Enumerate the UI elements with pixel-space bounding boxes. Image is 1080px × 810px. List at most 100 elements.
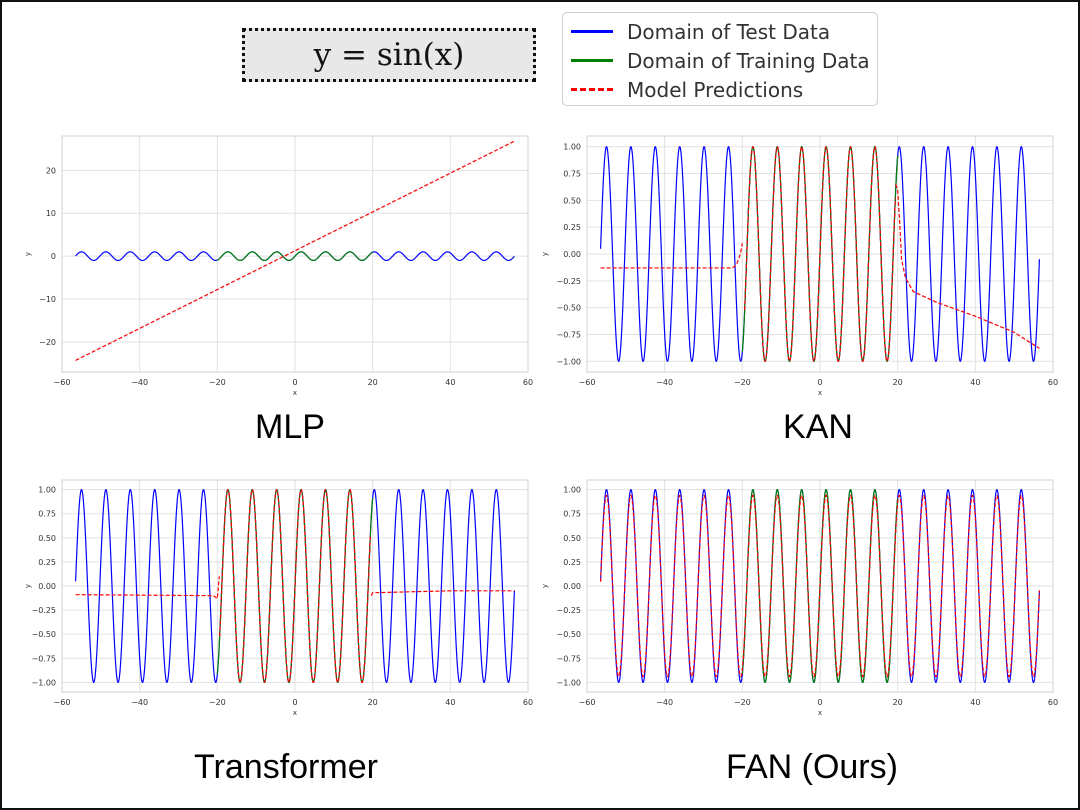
kan-ytick-label: −0.75 [556, 330, 581, 339]
transformer-ytick-label: 0.75 [38, 510, 56, 519]
transformer-xtick-label: 20 [368, 698, 378, 707]
mlp-xtick-label: −60 [54, 378, 71, 387]
mlp-ytick-label: 10 [46, 209, 56, 218]
fan-chart: −60 −40 −20 0 20 40 60 −1.00 −0.75 −0.50 −0.25 0.00… [541, 479, 1058, 717]
transformer-ytick-label: −0.25 [31, 606, 56, 615]
kan-xtick-label: −40 [656, 378, 673, 387]
transformer-chart: −60 −40 −20 0 20 40 60 −1.00 −0.75 −0.50 −0.25 0.00… [24, 479, 533, 717]
transformer-series-model-predictions [370, 590, 515, 596]
fan-xtick-label: 40 [970, 698, 980, 707]
transformer-ytick-label: −1.00 [31, 678, 56, 687]
transformer-title: Transformer [194, 748, 378, 786]
transformer-ytick-label: 0.25 [38, 558, 56, 567]
kan-series-model-predictions [895, 184, 1040, 349]
transformer-xtick-label: −20 [209, 698, 226, 707]
fan-ytick-label: 0.00 [563, 582, 581, 591]
mlp-title: MLP [255, 408, 325, 446]
fan-ylabel: y [541, 584, 549, 588]
mlp-ylabel: y [24, 252, 32, 256]
transformer-series-model-predictions [75, 576, 220, 600]
fan-ytick-label: −1.00 [556, 678, 581, 687]
legend-item-train: Domain of Training Data [563, 46, 877, 75]
kan-xtick-label: −20 [734, 378, 751, 387]
formula-box: y = sin(x) [242, 28, 536, 82]
legend-label-train: Domain of Training Data [627, 48, 870, 73]
mlp-xtick-label: −40 [131, 378, 148, 387]
kan-ytick-label: −0.50 [556, 304, 581, 313]
transformer-xtick-label: −60 [54, 698, 71, 707]
kan-plot-frame [586, 135, 1054, 373]
kan-xtick-label: −60 [579, 378, 596, 387]
fan-xtick-label: 0 [817, 698, 822, 707]
fan-series-model-predictions [599, 494, 1041, 678]
mlp-xtick-label: 40 [445, 378, 455, 387]
fan-ytick-label: 0.50 [563, 534, 581, 543]
mlp-ytick-label: −20 [39, 338, 56, 347]
kan-series-model-predictions [744, 146, 896, 362]
legend-item-pred: Model Predictions [563, 75, 877, 104]
transformer-ytick-label: 1.00 [38, 486, 56, 495]
transformer-ytick-label: −0.75 [31, 654, 56, 663]
mlp-chart: −60 −40 −20 0 20 40 60 −20 −10 0 10 20 x y [24, 135, 533, 397]
transformer-xtick-label: 0 [292, 698, 297, 707]
fan-ytick-label: −0.50 [556, 630, 581, 639]
fan-title: FAN (Ours) [726, 748, 898, 786]
transformer-ylabel: y [24, 584, 32, 588]
mlp-xtick-label: 20 [368, 378, 378, 387]
fan-ytick-label: −0.25 [556, 606, 581, 615]
transformer-ytick-label: 0.00 [38, 582, 56, 591]
fan-xtick-label: −20 [734, 698, 751, 707]
legend-label-pred: Model Predictions [627, 77, 804, 102]
transformer-xtick-label: −40 [131, 698, 148, 707]
kan-series-model-predictions [732, 243, 743, 269]
fan-plot-frame [586, 479, 1054, 693]
kan-chart: −60 −40 −20 0 20 40 60 −1.00 −0.75 −0.50 −0.25 0.00… [541, 135, 1058, 397]
transformer-ytick-label: 0.50 [38, 534, 56, 543]
fan-xtick-label: −40 [656, 698, 673, 707]
mlp-xlabel: x [293, 389, 297, 397]
mlp-series-domain-of-training-data [217, 251, 373, 262]
kan-xtick-label: 20 [893, 378, 903, 387]
kan-ytick-label: −1.00 [556, 357, 581, 366]
fan-xtick-label: 60 [1048, 698, 1058, 707]
kan-ytick-label: 0.75 [563, 170, 581, 179]
fan-ytick-label: −0.75 [556, 654, 581, 663]
kan-ytick-label: 0.25 [563, 223, 581, 232]
kan-grid [586, 136, 1054, 372]
kan-xlabel: x [818, 389, 822, 397]
mlp-ytick-label: 20 [46, 166, 56, 175]
legend-swatch-test [571, 30, 613, 33]
kan-title: KAN [783, 408, 853, 446]
mlp-xtick-label: 0 [292, 378, 297, 387]
fan-ytick-label: 0.25 [563, 558, 581, 567]
mlp-xtick-label: −20 [209, 378, 226, 387]
legend-swatch-train [571, 59, 613, 62]
mlp-ytick-label: −10 [39, 295, 56, 304]
transformer-xlabel: x [293, 709, 297, 717]
kan-ytick-label: 1.00 [563, 143, 581, 152]
legend-item-test: Domain of Test Data [563, 17, 877, 46]
transformer-ytick-label: −0.50 [31, 630, 56, 639]
kan-ytick-label: 0.00 [563, 250, 581, 259]
fan-ytick-label: 0.75 [563, 510, 581, 519]
fan-xtick-label: −60 [579, 698, 596, 707]
kan-xtick-label: 40 [970, 378, 980, 387]
fan-xtick-label: 20 [893, 698, 903, 707]
fan-ytick-label: 1.00 [563, 486, 581, 495]
legend: Domain of Test Data Domain of Training D… [562, 12, 878, 106]
kan-ylabel: y [541, 252, 549, 256]
legend-swatch-pred [571, 88, 613, 91]
transformer-plot-frame [61, 479, 529, 693]
mlp-plot-frame [61, 135, 529, 373]
kan-ytick-label: −0.25 [556, 277, 581, 286]
transformer-series-model-predictions [219, 488, 371, 684]
fan-xlabel: x [818, 709, 822, 717]
mlp-xtick-label: 60 [523, 378, 533, 387]
mlp-grid [61, 136, 529, 372]
transformer-xtick-label: 60 [523, 698, 533, 707]
transformer-xtick-label: 40 [445, 698, 455, 707]
kan-xtick-label: 60 [1048, 378, 1058, 387]
mlp-ytick-label: 0 [51, 252, 56, 261]
kan-ytick-label: 0.50 [563, 196, 581, 205]
